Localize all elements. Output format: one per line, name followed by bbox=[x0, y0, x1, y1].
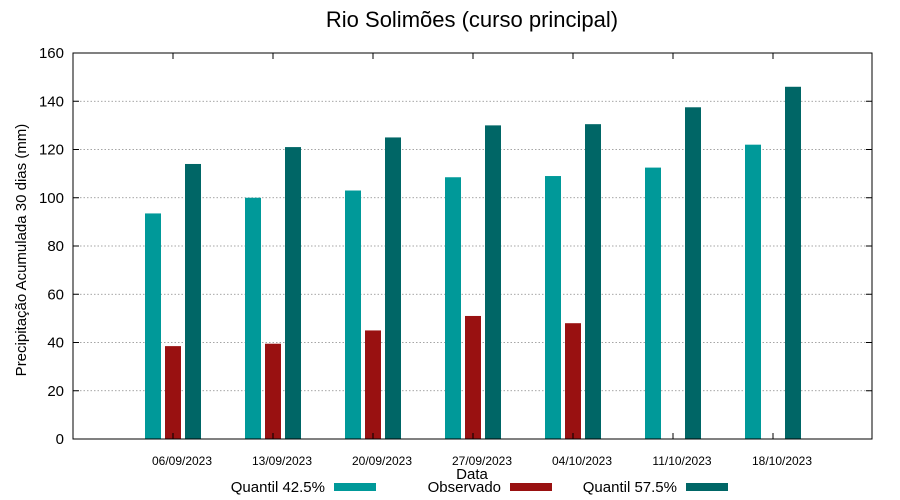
x-tick-label: 13/09/2023 bbox=[252, 454, 312, 468]
x-tick-label: 27/09/2023 bbox=[452, 454, 512, 468]
bar-quantil-42-5--3 bbox=[445, 177, 461, 439]
bar-quantil-57-5--1 bbox=[285, 147, 301, 439]
y-tick-label: 80 bbox=[47, 238, 64, 255]
y-tick-label: 40 bbox=[47, 335, 64, 352]
bar-quantil-57-5--3 bbox=[485, 125, 501, 439]
bar-quantil-57-5--6 bbox=[785, 86, 801, 440]
bar-quantil-42-5--0 bbox=[145, 213, 161, 439]
bar-quantil-42-5--6 bbox=[745, 144, 761, 440]
bar-observado-4 bbox=[565, 323, 581, 439]
chart-title: Rio Solimões (curso principal) bbox=[326, 7, 618, 32]
y-tick-label: 100 bbox=[39, 190, 64, 207]
y-tick-label: 20 bbox=[47, 383, 64, 400]
bar-observado-2 bbox=[365, 330, 381, 439]
y-axis-label: Precipitação Acumulada 30 dias (mm) bbox=[13, 124, 30, 377]
x-tick-label: 04/10/2023 bbox=[552, 454, 612, 468]
y-tick-label: 120 bbox=[39, 142, 64, 159]
x-tick-label: 11/10/2023 bbox=[652, 454, 711, 468]
bar-quantil-42-5--1 bbox=[245, 197, 261, 439]
x-tick-label: 06/09/2023 bbox=[152, 454, 212, 468]
bar-quantil-42-5--5 bbox=[645, 167, 661, 439]
y-tick-label: 0 bbox=[56, 431, 64, 448]
bar-quantil-57-5--0 bbox=[185, 163, 201, 439]
legend-label: Observado bbox=[428, 479, 501, 496]
x-tick-label: 20/09/2023 bbox=[352, 454, 412, 468]
legend-swatch bbox=[510, 483, 552, 491]
y-tick-label: 160 bbox=[39, 45, 64, 62]
x-axis-label: Data bbox=[456, 466, 488, 483]
legend-label: Quantil 42.5% bbox=[231, 479, 325, 496]
bar-quantil-57-5--2 bbox=[385, 137, 401, 439]
legend-swatch bbox=[686, 483, 728, 491]
legend-swatch bbox=[334, 483, 376, 491]
y-tick-label: 140 bbox=[39, 93, 64, 110]
bar-observado-1 bbox=[265, 343, 281, 439]
x-tick-label: 18/10/2023 bbox=[752, 454, 812, 468]
bar-observado-3 bbox=[465, 315, 481, 439]
bar-quantil-42-5--2 bbox=[345, 190, 361, 439]
bar-quantil-57-5--4 bbox=[585, 124, 601, 439]
bar-observado-0 bbox=[165, 346, 181, 439]
bar-quantil-42-5--4 bbox=[545, 176, 561, 439]
bar-quantil-57-5--5 bbox=[685, 107, 701, 439]
bars-group bbox=[145, 86, 801, 440]
x-axis-ticks: 06/09/2023 13/09/2023 20/09/2023 27/09/2023… bbox=[152, 53, 812, 468]
y-tick-label: 60 bbox=[47, 286, 64, 303]
legend-label: Quantil 57.5% bbox=[583, 479, 677, 496]
legend: Quantil 42.5% Observado Quantil 57.5% bbox=[231, 479, 728, 496]
grid-lines bbox=[73, 100, 872, 392]
y-axis-ticks: 0 20 40 60 80 100 120 140 160 bbox=[39, 45, 872, 448]
